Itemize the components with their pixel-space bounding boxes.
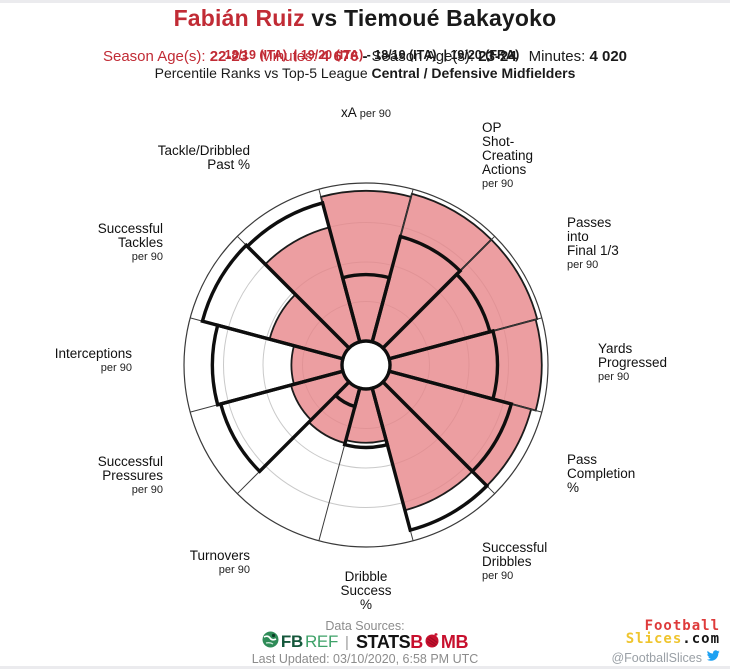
slice-label-3: Yards Progressed per 90	[598, 341, 668, 384]
slice-p2-4	[380, 369, 514, 474]
statsbomb-mb: MB	[440, 631, 469, 652]
top-strip	[0, 0, 730, 3]
player2-seasons: 18/19 (ITA) | 19/20 (FRA)	[374, 47, 520, 62]
p1-minutes-value: 4 676	[320, 48, 359, 65]
fbref-ref: REF	[304, 632, 339, 651]
p1-minutes-label: Minutes:	[260, 48, 321, 65]
brand-football: Football	[644, 618, 720, 634]
p2-age-value: 23-24	[478, 48, 517, 65]
slice-p2-1	[370, 234, 463, 351]
fbref-fb: FB	[280, 632, 303, 651]
slice-p2-10	[200, 242, 352, 361]
seasons-line: 18/19 (ITA) | 19/20 (ITA) - 18/19 (ITA) …	[0, 34, 730, 76]
logo-row: FB REF | STATS B MB	[0, 631, 730, 653]
bottom-strip	[0, 666, 730, 669]
bomb-icon	[424, 632, 440, 653]
fbref-ball-icon	[262, 631, 279, 653]
slice-label-1: OP Shot- Creating Actions per 90	[482, 120, 534, 191]
p1-age-value: 22-23	[209, 48, 249, 65]
slice-p2-9	[210, 323, 345, 407]
subtitle-regular: Percentile Ranks vs Top-5 League	[154, 64, 372, 81]
p2-minutes-label: Minutes:	[528, 48, 590, 65]
slice-p2-11	[244, 200, 362, 351]
slice-label-0: xA per 90	[340, 105, 391, 121]
player1-seasons: 18/19 (ITA) | 19/20 (ITA)	[224, 47, 364, 62]
data-sources-label: Data Sources:	[325, 619, 405, 633]
statsbomb-b: B	[410, 631, 423, 652]
logo-divider: |	[345, 633, 349, 651]
slice-label-8: Successful Pressures per 90	[97, 454, 163, 497]
slice-label-5: Successful Dribbles per 90	[482, 540, 548, 583]
player2-name: Tiemoué Bakayoko	[344, 5, 557, 31]
player1-name: Fabián Ruiz	[173, 5, 305, 31]
page-title: Fabián Ruiz vs Tiemoué Bakayoko	[0, 5, 730, 32]
brand-logo[interactable]: Football Slices.com	[625, 618, 720, 647]
slice-label-11: Tackle/Dribbled Past %	[157, 143, 250, 172]
p2-minutes-value: 4 020	[589, 48, 628, 65]
slice-label-10: Successful Tackles per 90	[97, 221, 163, 264]
slice-label-4: Pass Completion%	[567, 452, 636, 495]
slice-p2-2	[380, 271, 492, 361]
slice-p2-8	[218, 369, 352, 474]
meta-line: Season Age(s): 22-23 Minutes: 4 676- Seaso…	[0, 48, 730, 65]
last-updated: Last Updated: 03/10/2020, 6:58 PM UTC	[251, 652, 479, 666]
statsbomb-stats: STATS	[355, 631, 411, 652]
fbref-logo[interactable]: FB REF	[262, 631, 338, 653]
twitter-handle[interactable]: @FootballSlices	[611, 650, 720, 665]
twitter-handle-text: @FootballSlices	[611, 650, 702, 665]
slice-label-2: Passes into Final 1/3 per 90	[567, 215, 619, 272]
subtitle-bold: Central / Defensive Midfielders	[371, 64, 576, 81]
slice-label-6: Dribble Success%	[340, 569, 392, 612]
slice-label-7: Turnovers per 90	[189, 548, 250, 577]
brand-slices: Slices	[625, 631, 683, 647]
slice-p2-6	[342, 386, 390, 450]
p2-age-label: Season Age(s):	[371, 48, 479, 65]
slice-p2-5	[370, 379, 490, 533]
slice-label-9: Interceptions per 90	[54, 346, 132, 375]
slice-p2-3	[387, 328, 500, 402]
twitter-icon	[706, 650, 720, 665]
meta-separator: -	[362, 48, 368, 65]
brand-dotcom: .com	[682, 631, 720, 647]
vs-label: vs	[304, 5, 344, 31]
subtitle-line: Percentile Ranks vs Top-5 League Central…	[0, 65, 730, 81]
statsbomb-logo[interactable]: STATS B MB	[355, 631, 469, 653]
seasons-separator: -	[363, 47, 375, 62]
p1-age-label: Season Age(s):	[102, 48, 210, 65]
